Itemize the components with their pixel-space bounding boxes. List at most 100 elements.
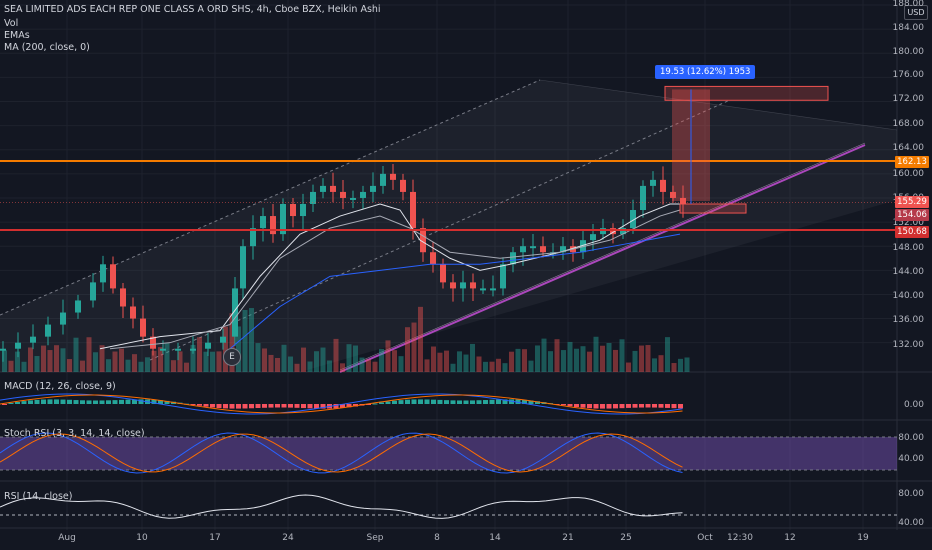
macd-bar	[496, 399, 501, 404]
candle	[420, 228, 426, 253]
candle	[130, 306, 136, 319]
macd-bar	[132, 399, 137, 404]
macd-bar	[567, 404, 573, 407]
volume-bar	[171, 360, 176, 372]
ema-fast	[99, 203, 680, 350]
volume-bar	[164, 342, 170, 372]
macd-bar	[476, 400, 482, 404]
candle	[620, 228, 626, 235]
volume-bar	[47, 350, 53, 372]
date-tick: 19	[857, 533, 869, 543]
macd-bar	[424, 399, 430, 404]
candle	[60, 312, 66, 325]
macd-label[interactable]: MACD (12, 26, close, 9)	[4, 381, 116, 392]
grid-lines	[0, 0, 932, 530]
macd-bar	[164, 400, 170, 404]
volume-bar	[678, 358, 683, 372]
volume-bar	[301, 347, 306, 372]
macd-bar	[47, 399, 53, 404]
candle	[0, 348, 6, 351]
price-tick: 140.00	[892, 291, 925, 301]
rsi-label[interactable]: RSI (14, close)	[4, 491, 73, 502]
candle	[340, 191, 346, 198]
macd-bar	[580, 404, 586, 408]
legend-ma[interactable]: MA (200, close, 0)	[4, 42, 90, 53]
macd-bar	[197, 404, 202, 406]
price-tick: 184.00	[892, 23, 925, 33]
macd-bar	[54, 399, 59, 404]
price-tick: 164.00	[892, 143, 925, 153]
volume-bar	[262, 348, 267, 372]
resistance-tag: 162.13	[895, 156, 929, 168]
rsi-tick-80: 80.00	[898, 489, 924, 499]
candle	[150, 336, 156, 349]
volume-bar	[496, 358, 501, 372]
volume-bar	[405, 327, 410, 372]
volume-bar	[307, 361, 313, 372]
candle	[280, 203, 286, 235]
volume-bar	[366, 359, 371, 372]
volume-bar	[684, 357, 690, 372]
date-tick: 8	[434, 533, 440, 543]
stoch-d	[0, 433, 683, 473]
volume-bar	[346, 344, 352, 372]
price-levels[interactable]	[0, 85, 897, 232]
candle	[520, 246, 526, 253]
stoch-tick-40: 40.00	[898, 454, 924, 464]
volume-bar	[580, 346, 586, 372]
candle	[15, 342, 21, 349]
candle	[100, 264, 106, 283]
volume-bar	[288, 356, 293, 372]
volume-bar	[177, 351, 183, 372]
ema-lines	[99, 203, 681, 350]
date-tick: Aug	[58, 533, 76, 543]
earnings-marker[interactable]: E	[223, 348, 241, 366]
macd-bar	[502, 399, 508, 404]
date-tick: 14	[489, 533, 501, 543]
volume-bar	[294, 363, 300, 372]
volume-bar	[132, 354, 137, 372]
volume-bar	[275, 357, 280, 372]
volume-bar	[119, 348, 124, 372]
volume-bar	[93, 352, 98, 372]
price-tick: 132.00	[892, 340, 925, 350]
candle	[45, 324, 51, 337]
candle	[630, 210, 636, 229]
legend-vol[interactable]: Vol	[4, 18, 19, 29]
volume-bar	[41, 345, 46, 372]
macd-bar	[528, 400, 534, 404]
legend-emas[interactable]: EMAs	[4, 30, 30, 41]
price-tick: 188.00	[892, 0, 925, 9]
macd-bar	[561, 404, 566, 406]
volume-bar	[606, 342, 612, 372]
candle	[390, 173, 396, 180]
volume-bar	[639, 345, 644, 372]
channel-fill	[0, 80, 897, 372]
stoch-label[interactable]: Stoch RSI (3, 3, 14, 14, close)	[4, 428, 145, 439]
volume-bar	[138, 361, 144, 372]
volume-bar	[392, 350, 397, 372]
macd-bar	[80, 400, 85, 404]
price-tick: 180.00	[892, 47, 925, 57]
price-tick: 152.00	[892, 218, 925, 228]
candle	[540, 246, 546, 253]
macd-bar	[203, 404, 209, 407]
macd-bar	[125, 399, 131, 404]
candle	[460, 282, 466, 289]
macd-bar	[138, 399, 144, 404]
support-tag: 150.68	[895, 226, 929, 238]
volume-bar	[125, 359, 131, 372]
volume-bar	[593, 336, 599, 372]
candlesticks[interactable]	[0, 163, 686, 362]
volume-bar	[522, 349, 527, 372]
volume-bar	[359, 357, 365, 372]
macd-bar	[535, 401, 540, 404]
macd-bar	[15, 401, 20, 404]
macd-bar	[60, 399, 66, 404]
rsi-line	[0, 494, 683, 519]
currency-button[interactable]: USD	[904, 5, 928, 20]
macd-bar	[294, 404, 300, 408]
volume-bar	[268, 354, 274, 372]
